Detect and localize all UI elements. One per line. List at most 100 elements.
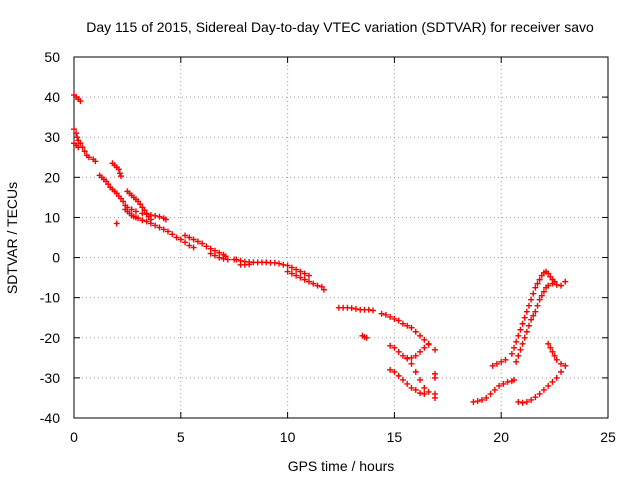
data-point: [391, 344, 398, 351]
data-point: [511, 344, 518, 351]
data-point: [399, 320, 406, 327]
data-point: [224, 256, 231, 263]
data-point: [545, 282, 552, 289]
data-point: [395, 372, 402, 379]
series-arc-n: [237, 261, 253, 268]
data-point: [517, 326, 524, 333]
data-point: [532, 394, 539, 401]
series-arc-j: [122, 202, 139, 215]
y-tick-label: 0: [52, 250, 60, 266]
data-point: [143, 218, 150, 225]
data-point: [293, 272, 300, 279]
data-point: [186, 242, 193, 249]
data-point: [547, 344, 554, 351]
data-point: [500, 380, 507, 387]
data-point: [173, 234, 180, 241]
data-point: [233, 256, 240, 263]
data-point: [211, 252, 218, 259]
data-point: [553, 281, 560, 288]
data-point: [519, 340, 526, 347]
data-point: [515, 352, 522, 359]
data-point: [489, 362, 496, 369]
data-point: [425, 341, 432, 348]
series-arc-y: [489, 356, 509, 369]
series-arc-h: [122, 206, 197, 251]
data-point: [421, 390, 428, 397]
data-point: [147, 220, 154, 227]
data-point: [412, 328, 419, 335]
y-tick-label: 50: [44, 49, 60, 65]
series-arc-o: [284, 268, 327, 293]
data-point: [301, 276, 308, 283]
series-arc-i: [139, 210, 169, 223]
data-point: [521, 334, 528, 341]
data-point: [139, 217, 146, 224]
data-point: [113, 220, 120, 227]
data-point: [545, 270, 552, 277]
data-point: [417, 348, 424, 355]
data-point: [404, 322, 411, 329]
data-point: [478, 396, 485, 403]
series-arc-m: [233, 256, 312, 279]
data-point: [553, 374, 560, 381]
data-point: [124, 204, 131, 211]
data-point: [297, 268, 304, 275]
data-point: [74, 134, 81, 141]
data-point: [417, 376, 424, 383]
data-point: [421, 384, 428, 391]
data-point: [523, 398, 530, 405]
data-point: [549, 280, 556, 287]
x-axis-label: GPS time / hours: [288, 458, 395, 474]
data-point: [128, 206, 135, 213]
data-point: [105, 181, 112, 188]
data-point: [152, 212, 159, 219]
data-point: [399, 352, 406, 359]
data-point: [528, 316, 535, 323]
data-point: [511, 376, 518, 383]
data-point: [562, 278, 569, 285]
data-point: [194, 238, 201, 245]
data-point: [387, 366, 394, 373]
data-point: [487, 390, 494, 397]
axis-ticks: [73, 56, 609, 419]
series-arc-c: [90, 156, 99, 165]
data-point: [320, 286, 327, 293]
data-point: [408, 324, 415, 331]
data-point: [81, 148, 88, 155]
series-arc-e: [109, 160, 124, 180]
data-point: [534, 302, 541, 309]
data-point: [71, 126, 77, 133]
y-tick-label: 40: [44, 89, 60, 105]
data-point: [117, 173, 124, 180]
series-arc-w: [431, 346, 438, 401]
data-point: [132, 208, 139, 215]
data-point: [558, 368, 565, 375]
data-point: [515, 398, 522, 405]
data-point: [553, 356, 560, 363]
series-arc-l: [207, 250, 238, 263]
series-arc-r: [359, 332, 370, 341]
data-point: [378, 310, 385, 317]
x-tick-label: 15: [387, 429, 403, 445]
data-point: [404, 355, 411, 362]
data-point: [141, 207, 148, 214]
x-tick-label: 25: [600, 429, 616, 445]
data-point: [92, 158, 99, 165]
data-point: [558, 360, 565, 367]
data-point: [156, 213, 163, 220]
data-point: [314, 282, 321, 289]
data-point: [382, 311, 389, 318]
y-axis-label: SDTVAR / TECUs: [4, 182, 20, 294]
data-point: [135, 215, 142, 222]
data-point: [352, 305, 359, 312]
data-point: [387, 342, 394, 349]
plot-frame: [73, 56, 609, 419]
series-arc-p: [335, 304, 364, 313]
data-point: [190, 244, 197, 251]
data-point: [493, 360, 500, 367]
data-point: [348, 305, 355, 312]
data-point: [391, 315, 398, 322]
series-arc-f: [113, 220, 120, 227]
series-arc-q: [361, 306, 377, 314]
